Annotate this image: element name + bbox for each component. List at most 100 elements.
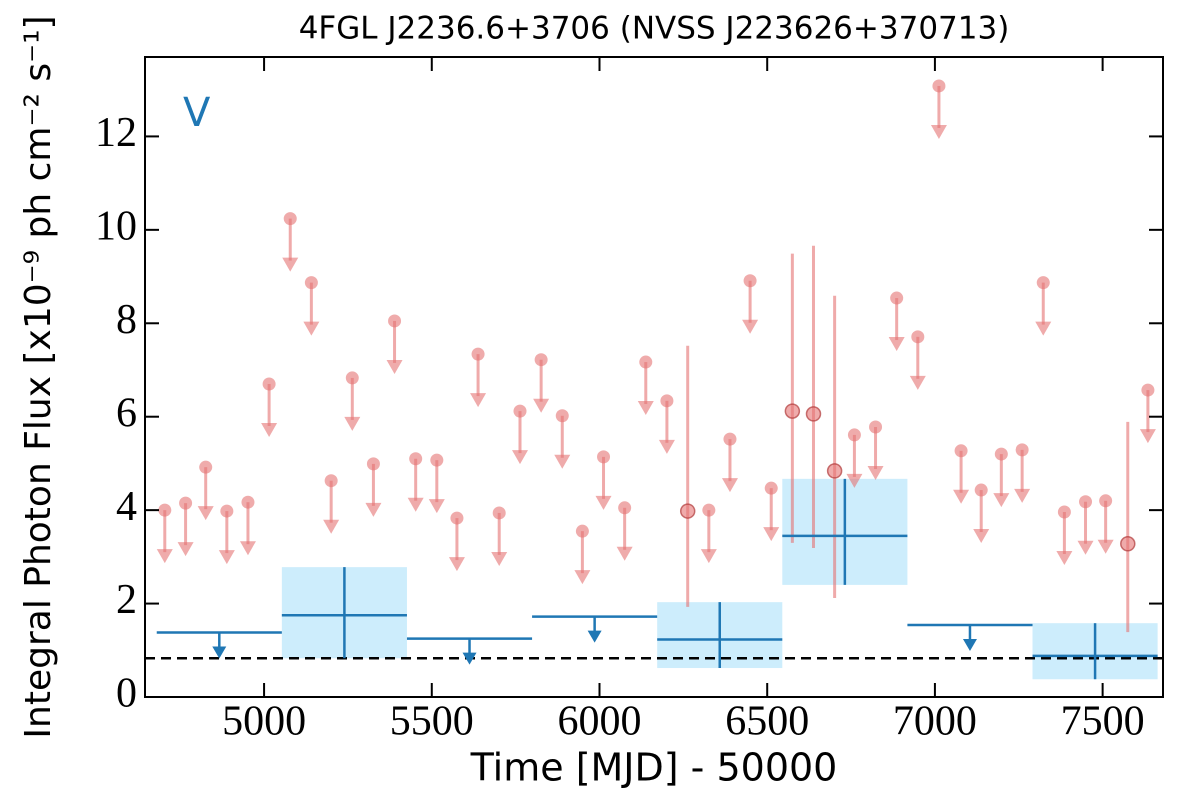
point — [450, 511, 464, 525]
point — [847, 428, 861, 442]
point — [743, 274, 757, 288]
point — [283, 212, 297, 226]
point — [618, 501, 632, 515]
point — [974, 483, 988, 497]
point — [513, 404, 527, 418]
point — [660, 394, 674, 408]
point — [324, 474, 338, 488]
upper-limit-arrow — [962, 639, 977, 652]
y-axis-label: Integral Photon Flux [x10⁻⁹ ph cm⁻² s⁻¹] — [18, 15, 59, 738]
upper-limit-arrow — [554, 454, 571, 469]
upper-limit-arrow — [909, 375, 926, 390]
upper-limit-arrow — [365, 502, 382, 517]
upper-limit-arrow — [282, 257, 299, 272]
y-tick-label: 10 — [95, 203, 137, 249]
upper-limit-arrow — [637, 401, 654, 416]
upper-limit-arrow — [888, 337, 905, 352]
upper-limit-arrow — [197, 506, 214, 521]
upper-limit-arrow — [462, 652, 477, 665]
upper-limit-arrow — [993, 493, 1010, 508]
point — [1057, 505, 1071, 519]
point — [241, 495, 255, 509]
point — [158, 503, 172, 517]
y-tick-label: 6 — [116, 390, 137, 436]
upper-limit-arrow — [763, 527, 780, 542]
point — [409, 452, 423, 466]
upper-limit-arrow — [587, 630, 602, 643]
upper-limit-arrow — [407, 497, 424, 512]
x-tick-label: 6000 — [557, 699, 641, 745]
point — [597, 450, 611, 464]
upper-limit-arrow — [218, 550, 235, 565]
point — [1036, 276, 1050, 290]
upper-limit-arrow — [700, 549, 717, 564]
y-tick-label: 4 — [116, 484, 137, 530]
point — [639, 355, 653, 369]
annotation: V — [183, 90, 211, 136]
upper-limit-arrow — [721, 478, 738, 493]
point — [911, 330, 925, 344]
point — [723, 432, 737, 446]
point — [492, 506, 506, 520]
upper-limit-arrow — [1139, 429, 1156, 444]
y-tick-label: 0 — [116, 671, 137, 717]
upper-limit-arrow — [1014, 488, 1031, 503]
upper-limit-arrow — [261, 423, 278, 438]
point — [199, 460, 213, 474]
upper-limit-arrow — [973, 529, 990, 544]
point — [1015, 443, 1029, 457]
point — [1079, 495, 1093, 509]
point — [430, 453, 444, 467]
plot-frame — [144, 56, 1164, 698]
upper-limit-arrow — [867, 465, 884, 480]
upper-limit-arrow — [574, 570, 591, 585]
point — [826, 463, 843, 479]
point — [345, 371, 359, 385]
upper-limit-arrow — [491, 551, 508, 566]
point — [471, 347, 485, 361]
upper-limit-arrow — [953, 489, 970, 504]
upper-limit-arrow — [1097, 539, 1114, 554]
x-tick-label: 6500 — [725, 699, 809, 745]
point — [366, 457, 380, 471]
upper-limit-arrow — [156, 549, 173, 564]
y-tick-label: 8 — [116, 297, 137, 343]
point — [1099, 494, 1113, 508]
upper-limit-arrow — [1077, 540, 1094, 555]
x-tick-label: 5000 — [222, 699, 306, 745]
upper-limit-arrow — [470, 393, 487, 408]
upper-limit-arrow — [511, 450, 528, 465]
upper-limit-arrow — [448, 557, 465, 572]
point — [994, 447, 1008, 461]
upper-limit-arrow — [177, 542, 194, 557]
upper-limit-arrow — [428, 499, 445, 514]
point — [1120, 536, 1136, 552]
point — [388, 314, 402, 328]
upper-limit-arrow — [344, 416, 361, 431]
upper-limit-arrow — [303, 321, 320, 336]
upper-limit-arrow — [595, 495, 612, 510]
upper-limit-arrow — [930, 124, 947, 139]
point — [1141, 383, 1155, 397]
point — [575, 524, 589, 538]
chart-title: 4FGL J2236.6+3706 (NVSS J223626+370713) — [299, 11, 1010, 47]
x-axis-label: Time [MJD] - 50000 — [470, 746, 838, 790]
x-tick-label: 7500 — [1061, 699, 1145, 745]
upper-limit-arrow — [533, 398, 550, 413]
point — [179, 496, 193, 510]
upper-limit-arrow — [212, 646, 227, 659]
upper-limit-arrow — [1035, 321, 1052, 336]
point — [679, 503, 696, 519]
upper-limit-arrow — [616, 546, 633, 561]
upper-limit-arrow — [742, 319, 759, 334]
point — [784, 403, 801, 419]
y-tick-label: 12 — [95, 110, 137, 156]
upper-limit-arrow — [658, 439, 675, 454]
point — [262, 377, 276, 391]
point — [890, 291, 904, 305]
point — [932, 79, 946, 93]
upper-limit-arrow — [323, 519, 340, 534]
point — [304, 276, 318, 290]
point — [220, 504, 234, 518]
